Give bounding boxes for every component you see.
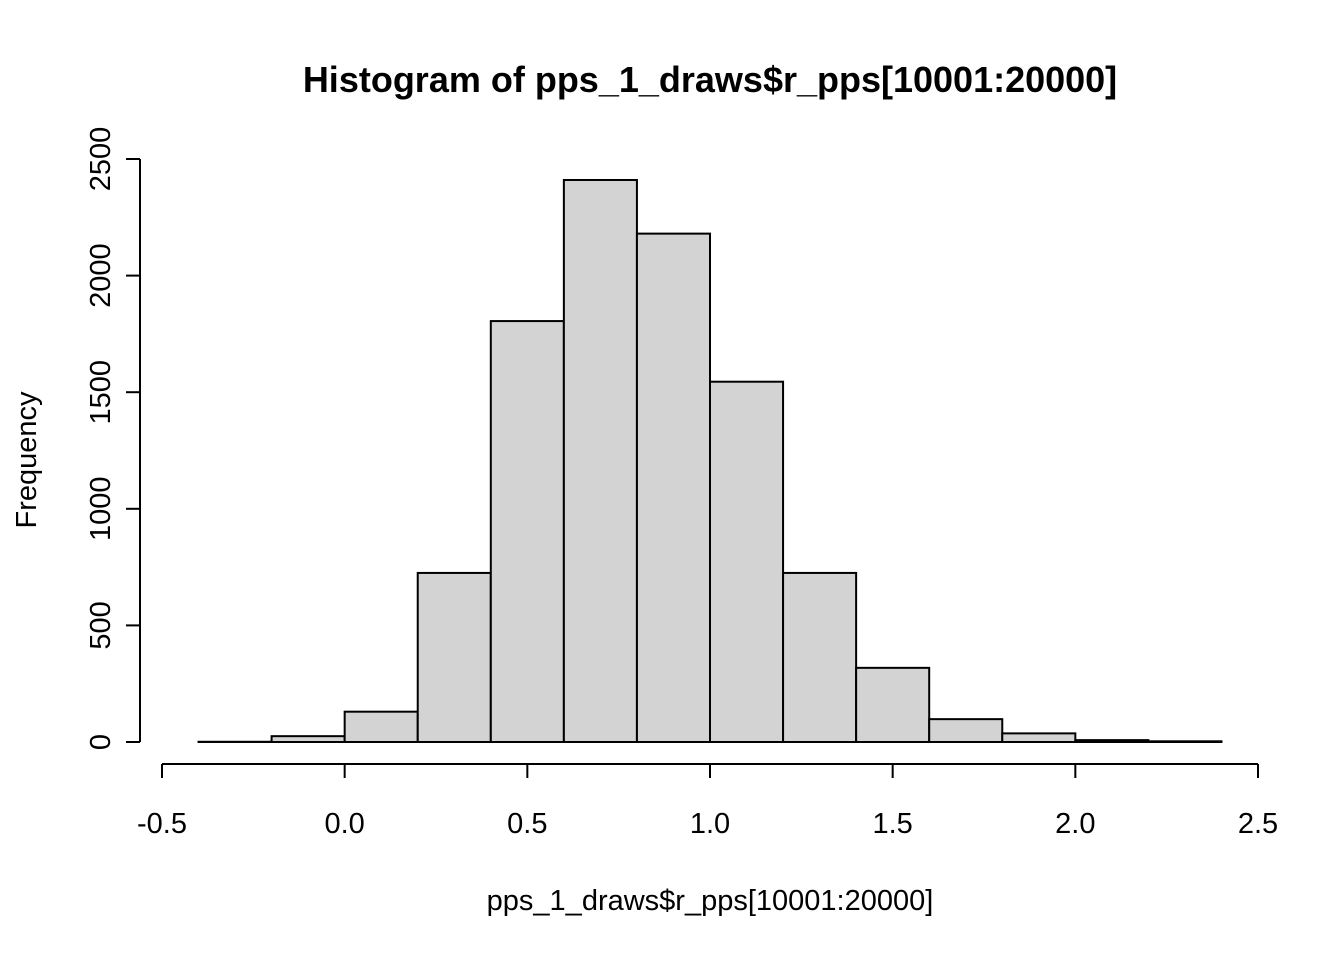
x-tick-label: 1.0	[690, 808, 730, 840]
histogram-bar	[782, 571, 858, 743]
histogram-bar	[416, 571, 492, 743]
y-axis-label: Frequency	[11, 391, 43, 529]
x-axis-label: pps_1_draws$r_pps[10001:20000]	[487, 885, 934, 917]
histogram-bar	[270, 735, 346, 743]
x-tick-label: 2.5	[1238, 808, 1278, 840]
y-tick-label: 0	[85, 734, 117, 750]
y-axis: 0 500 1000 1500 2000 2500	[85, 127, 141, 750]
y-tick-label: 500	[85, 601, 117, 649]
histogram-bar	[928, 718, 1004, 744]
x-tick-label: 0.5	[507, 808, 547, 840]
histogram-bar	[635, 232, 712, 743]
histogram-bar	[343, 710, 419, 744]
histogram-bar	[1001, 732, 1077, 743]
histogram-bar	[1074, 739, 1150, 743]
chart-title: Histogram of pps_1_draws$r_pps[10001:200…	[303, 59, 1117, 100]
x-tick-label: -0.5	[137, 808, 187, 840]
y-tick-label: 1500	[85, 360, 117, 425]
x-axis: -0.5 0.0 0.5 1.0 1.5 2.0 2.5	[137, 763, 1278, 840]
x-tick-label: 2.0	[1055, 808, 1095, 840]
y-tick-label: 2000	[85, 243, 117, 308]
y-tick-label: 2500	[85, 127, 117, 192]
histogram-bar	[855, 666, 931, 744]
histogram-bar	[489, 320, 565, 743]
bars-group	[197, 178, 1223, 744]
histogram-bar	[1147, 740, 1223, 744]
histogram-bar	[562, 178, 638, 744]
histogram-bar	[709, 380, 785, 743]
x-tick-label: 0.0	[325, 808, 365, 840]
y-tick-label: 1000	[85, 477, 117, 542]
x-tick-label: 1.5	[873, 808, 913, 840]
